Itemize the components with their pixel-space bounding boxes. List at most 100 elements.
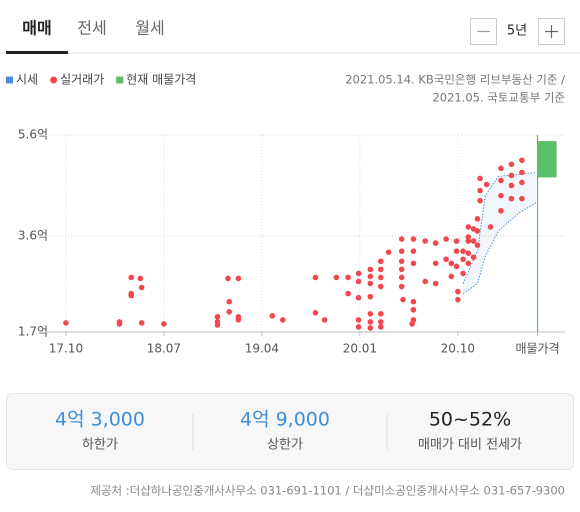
point [508, 172, 515, 179]
point [465, 260, 472, 267]
y-tick-label: 5.6억 [18, 128, 48, 142]
point [432, 240, 439, 246]
point [225, 275, 231, 282]
legend-swatch [116, 76, 124, 84]
point [138, 320, 145, 326]
point [400, 296, 406, 303]
point [377, 266, 384, 273]
point [432, 280, 439, 287]
point [498, 165, 504, 172]
point [443, 236, 449, 242]
point [138, 284, 145, 291]
tab[interactable]: 전세 [77, 19, 106, 38]
x-tick-label: 17.10 [49, 342, 83, 356]
point [345, 274, 351, 281]
point [377, 324, 384, 330]
point [460, 256, 466, 263]
point [410, 248, 417, 254]
point [455, 288, 461, 295]
point [477, 187, 483, 194]
y-tick-label: 3.6억 [18, 229, 48, 243]
point [312, 310, 319, 316]
point [465, 234, 472, 240]
point [385, 249, 392, 255]
x-tick-label: 20.01 [343, 342, 377, 356]
point [161, 321, 167, 327]
legend-swatch [6, 76, 13, 84]
tab[interactable]: 매매 [22, 19, 51, 38]
point [226, 298, 233, 305]
point [508, 195, 515, 202]
x-tick-label: 20.10 [441, 342, 475, 356]
point [398, 266, 405, 273]
legend-label: 시세 [16, 73, 38, 87]
summary-label: 하한가 [82, 438, 118, 453]
point [398, 274, 405, 281]
point [470, 238, 477, 244]
point [410, 260, 417, 267]
point [453, 263, 460, 270]
legend-swatch [50, 76, 58, 84]
point [226, 308, 233, 315]
tab[interactable]: 월세 [135, 19, 164, 38]
tab-underline [6, 51, 68, 54]
point [345, 290, 351, 297]
point [432, 260, 439, 267]
point [460, 248, 466, 254]
point [235, 317, 242, 323]
summary-label: 매매가 대비 전세가 [418, 438, 522, 453]
point [465, 238, 472, 244]
point [279, 317, 286, 323]
point [367, 280, 374, 287]
point [137, 275, 144, 282]
point [367, 273, 374, 280]
point [355, 294, 362, 301]
source-note: 2021.05. 국토교통부 기준 [432, 91, 565, 105]
point [377, 283, 384, 290]
point [321, 317, 328, 323]
point [508, 161, 515, 168]
point [477, 197, 483, 204]
x-tick-label: 18.07 [147, 342, 181, 356]
point [474, 216, 481, 222]
point [498, 177, 504, 184]
point [470, 254, 477, 261]
point [377, 319, 384, 325]
point [128, 292, 135, 299]
point [448, 273, 455, 280]
point [367, 266, 374, 273]
point [477, 175, 483, 182]
point [355, 270, 362, 277]
point [410, 298, 417, 305]
point [487, 224, 494, 230]
point [355, 278, 362, 285]
point [465, 250, 472, 256]
point [498, 207, 504, 214]
point [355, 324, 362, 330]
legend-label: 실거래가 [60, 73, 104, 87]
point [367, 293, 374, 300]
band-line [462, 202, 537, 295]
point [474, 242, 481, 248]
point [460, 270, 466, 277]
point [410, 306, 417, 313]
point [455, 296, 461, 303]
point [448, 260, 455, 267]
point [453, 238, 460, 244]
point [453, 248, 460, 254]
point [519, 169, 525, 176]
point [235, 275, 242, 282]
point [465, 224, 472, 230]
x-tick-label: 매물가격 [515, 342, 559, 356]
point [422, 278, 429, 285]
point [498, 192, 504, 199]
point [398, 236, 405, 242]
point [519, 157, 525, 164]
point [367, 325, 374, 331]
point [377, 311, 384, 317]
point [269, 313, 276, 319]
summary-value: 4억 3,000 [55, 409, 145, 431]
